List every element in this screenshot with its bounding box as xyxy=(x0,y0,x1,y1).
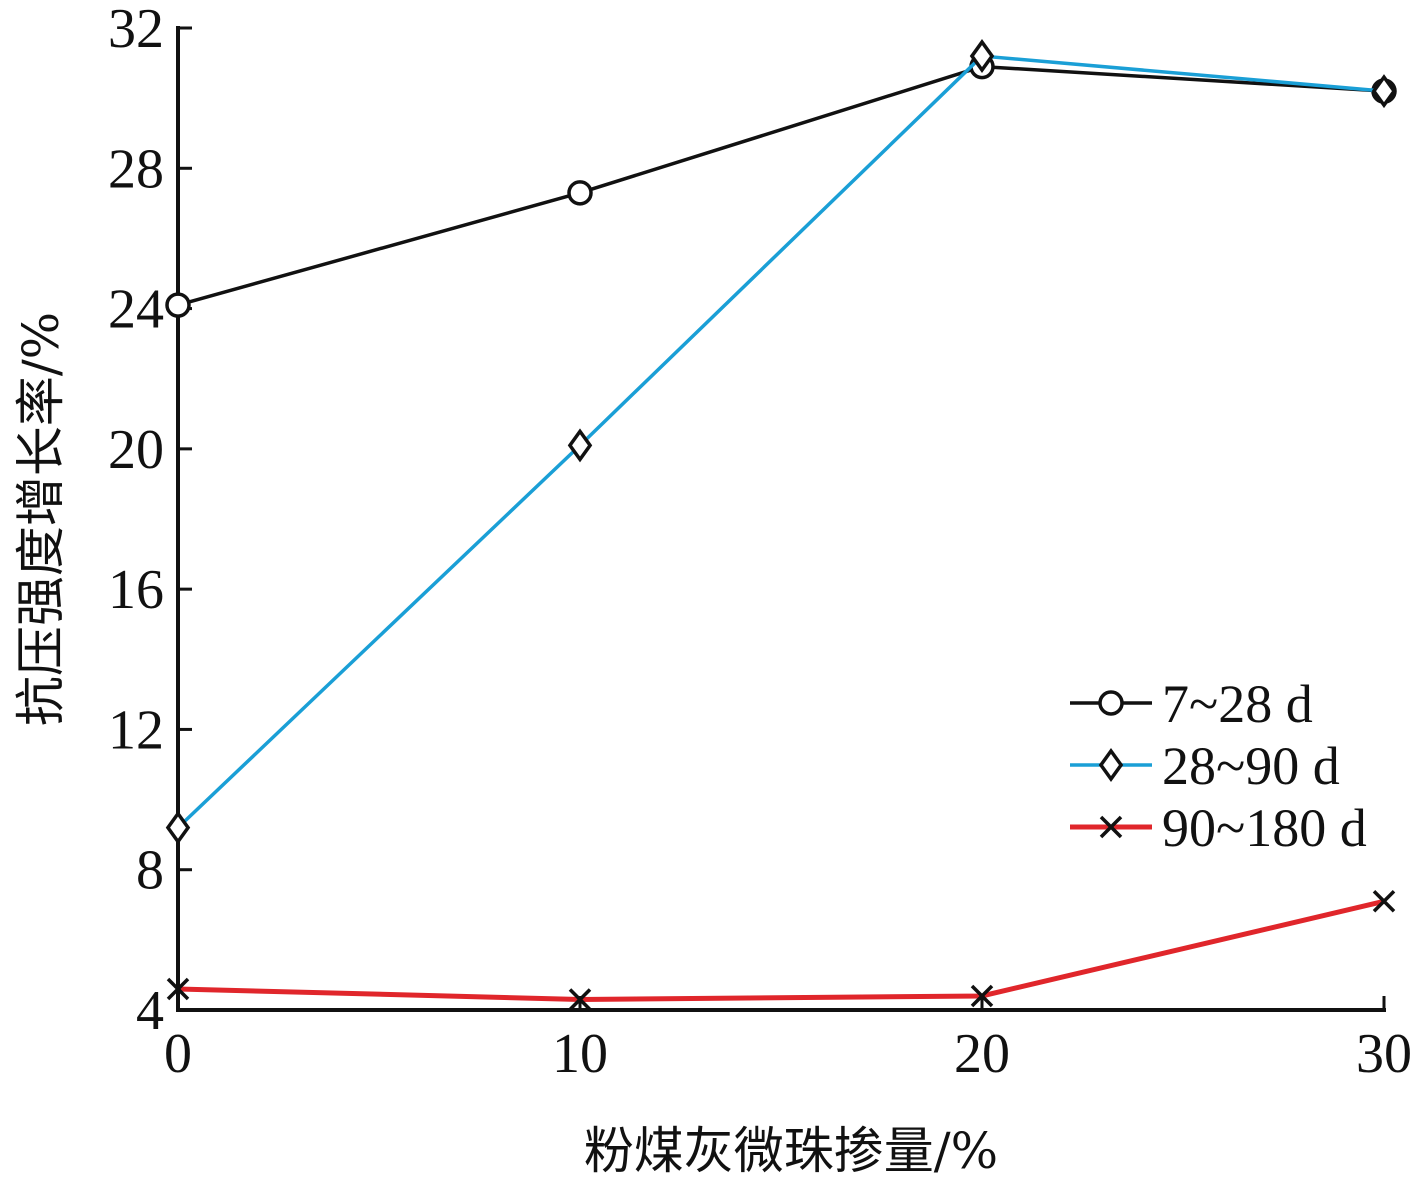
marker-stroke xyxy=(970,984,994,1008)
data-point xyxy=(567,428,593,463)
data-point xyxy=(969,39,995,74)
y-tick-label: 24 xyxy=(108,279,164,341)
data-point xyxy=(567,180,593,206)
y-tick-label: 4 xyxy=(136,980,164,1042)
data-point xyxy=(1372,890,1396,913)
x-tick-label: 10 xyxy=(552,1023,608,1085)
x-tick-label: 0 xyxy=(164,1023,192,1085)
series-line xyxy=(177,898,1385,1002)
data-point xyxy=(166,977,190,1001)
data-point xyxy=(568,988,592,1011)
y-tick-label: 28 xyxy=(108,138,164,200)
series-3 xyxy=(166,890,1396,1011)
x-tick-label: 20 xyxy=(954,1023,1010,1085)
legend-item: 7~28 d xyxy=(1070,674,1313,734)
marker-stroke xyxy=(166,977,190,1001)
legend-marker xyxy=(1098,690,1124,716)
data-point xyxy=(165,810,191,845)
data-point xyxy=(970,984,994,1008)
legend-item: 90~180 d xyxy=(1070,798,1367,858)
y-tick-label: 8 xyxy=(136,840,164,902)
legend-label: 7~28 d xyxy=(1162,674,1313,734)
data-point xyxy=(165,292,191,318)
marker-stroke xyxy=(1099,815,1123,839)
y-tick-label: 32 xyxy=(108,0,164,60)
legend-item: 28~90 d xyxy=(1070,736,1340,796)
legend-marker xyxy=(1099,815,1123,839)
y-tick-label: 16 xyxy=(108,559,164,621)
legend-label: 90~180 d xyxy=(1162,798,1367,858)
y-tick-label: 20 xyxy=(108,419,164,481)
y-tick-label: 12 xyxy=(108,699,164,761)
y-axis-title: 抗压强度增长率/% xyxy=(12,312,70,726)
series-line xyxy=(177,64,1385,307)
series-1 xyxy=(165,53,1397,318)
series-layer xyxy=(165,39,1397,1011)
legend: 7~28 d28~90 d90~180 d xyxy=(1070,674,1367,858)
legend-marker xyxy=(1098,748,1124,782)
x-tick-label: 30 xyxy=(1356,1023,1412,1085)
series-2 xyxy=(165,39,1397,845)
data-point xyxy=(1371,74,1397,109)
marker-stroke xyxy=(1372,890,1396,913)
axes xyxy=(176,26,1386,1012)
x-axis-title: 粉煤灰微珠掺量/% xyxy=(584,1122,998,1180)
legend-label: 28~90 d xyxy=(1162,736,1340,796)
series-line xyxy=(176,54,1385,829)
marker-stroke xyxy=(568,988,592,1011)
